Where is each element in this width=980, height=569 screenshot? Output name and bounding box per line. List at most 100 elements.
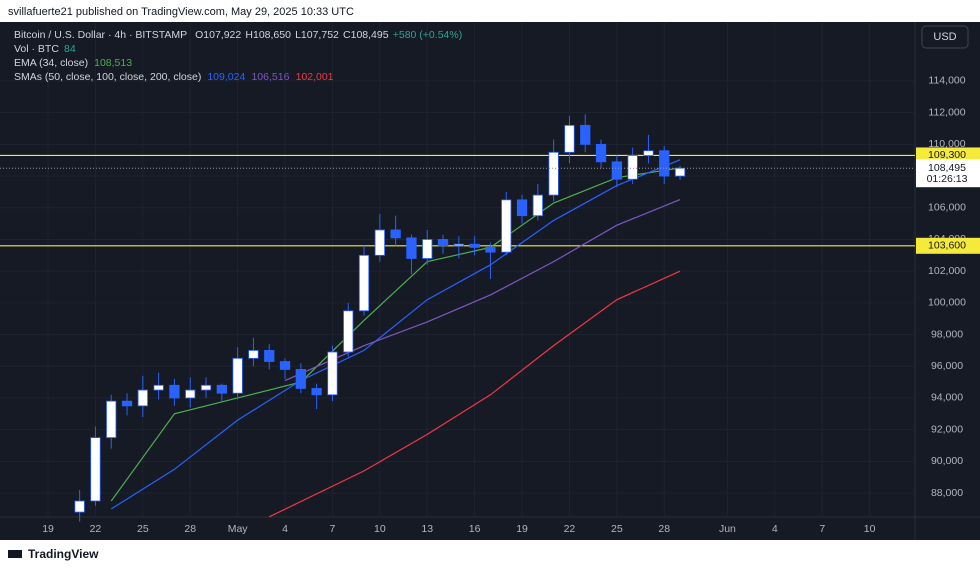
x-tick-label: 19 [516, 523, 528, 535]
legend-ohlc: C108,495 [343, 29, 389, 41]
x-tick-label: 4 [772, 523, 778, 535]
candle-body [595, 143, 607, 163]
candle-body [248, 350, 259, 359]
x-tick-label: Jun [719, 523, 736, 535]
legend-sma-value: 109,024 [207, 71, 245, 83]
candle-body [390, 229, 401, 239]
x-tick-label: 22 [90, 523, 102, 535]
candle-body [406, 237, 417, 259]
y-tick-label: 96,000 [931, 360, 963, 372]
x-tick-label: 28 [184, 523, 196, 535]
candle-body [295, 369, 306, 389]
moving-average-line [110, 167, 681, 502]
candle-body [374, 229, 385, 256]
x-tick-label: 22 [564, 523, 576, 535]
y-tick-label: 88,000 [931, 487, 963, 499]
legend-symbol: Bitcoin / U.S. Dollar · 4h · BITSTAMP [14, 29, 187, 41]
y-tick-label: 106,000 [928, 202, 966, 214]
countdown-label: 01:26:13 [927, 173, 968, 185]
y-tick-label: 90,000 [931, 455, 963, 467]
y-tick-label: 94,000 [931, 392, 963, 404]
candle-body [501, 199, 512, 253]
candle-body [659, 150, 670, 177]
publish-header: svillafuerte21 published on TradingView.… [8, 6, 354, 18]
candle-body [216, 384, 227, 394]
candle-body [343, 310, 354, 353]
legend-sma-value: 106,516 [251, 71, 289, 83]
candle-body [279, 361, 291, 370]
level-label-box [916, 237, 980, 254]
y-tick-label: 100,000 [928, 297, 966, 309]
candle-body [548, 151, 559, 196]
moving-average-line [268, 270, 681, 518]
candle-body [264, 350, 275, 362]
x-tick-label: 7 [819, 523, 825, 535]
candle-body [643, 150, 654, 156]
candle-body [185, 389, 196, 399]
y-tick-label: 92,000 [931, 423, 963, 435]
last-price-box [916, 159, 980, 188]
legend-ohlc: +580 (+0.54%) [393, 29, 462, 41]
candle-body [121, 400, 133, 407]
x-tick-label: 10 [374, 523, 386, 535]
moving-average-line [284, 199, 681, 382]
candle-body [311, 388, 322, 396]
candle-body [422, 239, 433, 259]
candle-body [90, 437, 101, 502]
legend-ema-label: EMA (34, close) [14, 57, 88, 69]
candle-body [564, 124, 575, 153]
x-tick-label: 16 [469, 523, 481, 535]
y-tick-label: 114,000 [928, 75, 965, 87]
candle-body [532, 194, 543, 217]
legend-sma-value: 102,001 [296, 71, 334, 83]
chart-background [0, 22, 980, 540]
x-tick-label: 19 [42, 523, 54, 535]
level-label: 103,600 [928, 240, 966, 252]
legend-sma-label: SMAs (50, close, 100, close, 200, close) [14, 71, 201, 83]
candle-body [580, 124, 591, 145]
candle-body [516, 199, 528, 217]
y-tick-label: 102,000 [928, 265, 966, 277]
candle-body [611, 161, 622, 180]
candle-body [74, 500, 85, 513]
x-tick-label: 7 [330, 523, 336, 535]
candle-body [485, 246, 496, 253]
candle-body [674, 167, 686, 177]
x-tick-label: 25 [611, 523, 623, 535]
y-tick-label: 110,000 [928, 138, 965, 150]
footer-brand: TradingView [28, 547, 99, 561]
currency-button[interactable] [921, 25, 969, 49]
candle-body [137, 389, 148, 407]
x-tick-label: 4 [282, 523, 288, 535]
y-tick-label: 112,000 [928, 106, 965, 118]
x-tick-label: 25 [137, 523, 149, 535]
legend: Bitcoin / U.S. Dollar · 4h · BITSTAMP Vo… [14, 29, 462, 83]
legend-volume-value: 84 [64, 43, 76, 55]
level-label: 109,300 [928, 149, 966, 161]
candle-body [627, 155, 638, 180]
candle-body [232, 357, 243, 394]
x-tick-label: 28 [658, 523, 670, 535]
plot: 88,000 90,000 92,000 94,000 96,000 98,000 100,… [0, 22, 980, 535]
legend-ohlc: L107,752 [295, 29, 339, 41]
candle-body [169, 384, 180, 399]
candle-body [358, 254, 370, 312]
candle-body [200, 384, 212, 391]
candle-body [106, 400, 117, 438]
x-tick-label: 10 [864, 523, 876, 535]
candle-body [153, 384, 164, 391]
legend-ema-value: 108,513 [94, 57, 132, 69]
logo [8, 550, 22, 558]
x-tick-label: May [228, 523, 249, 535]
legend-volume-label: Vol · BTC [14, 43, 59, 55]
legend-ohlc: H108,650 [245, 29, 291, 41]
moving-average-line [110, 159, 681, 510]
y-tick-label: 98,000 [931, 328, 963, 340]
candle-body [453, 243, 464, 247]
last-price-label: 108,495 [928, 162, 966, 174]
legend-ohlc: O107,922 [195, 29, 241, 41]
currency-label[interactable]: USD [933, 31, 956, 43]
candle-body [327, 351, 338, 396]
candle-body [469, 243, 480, 248]
